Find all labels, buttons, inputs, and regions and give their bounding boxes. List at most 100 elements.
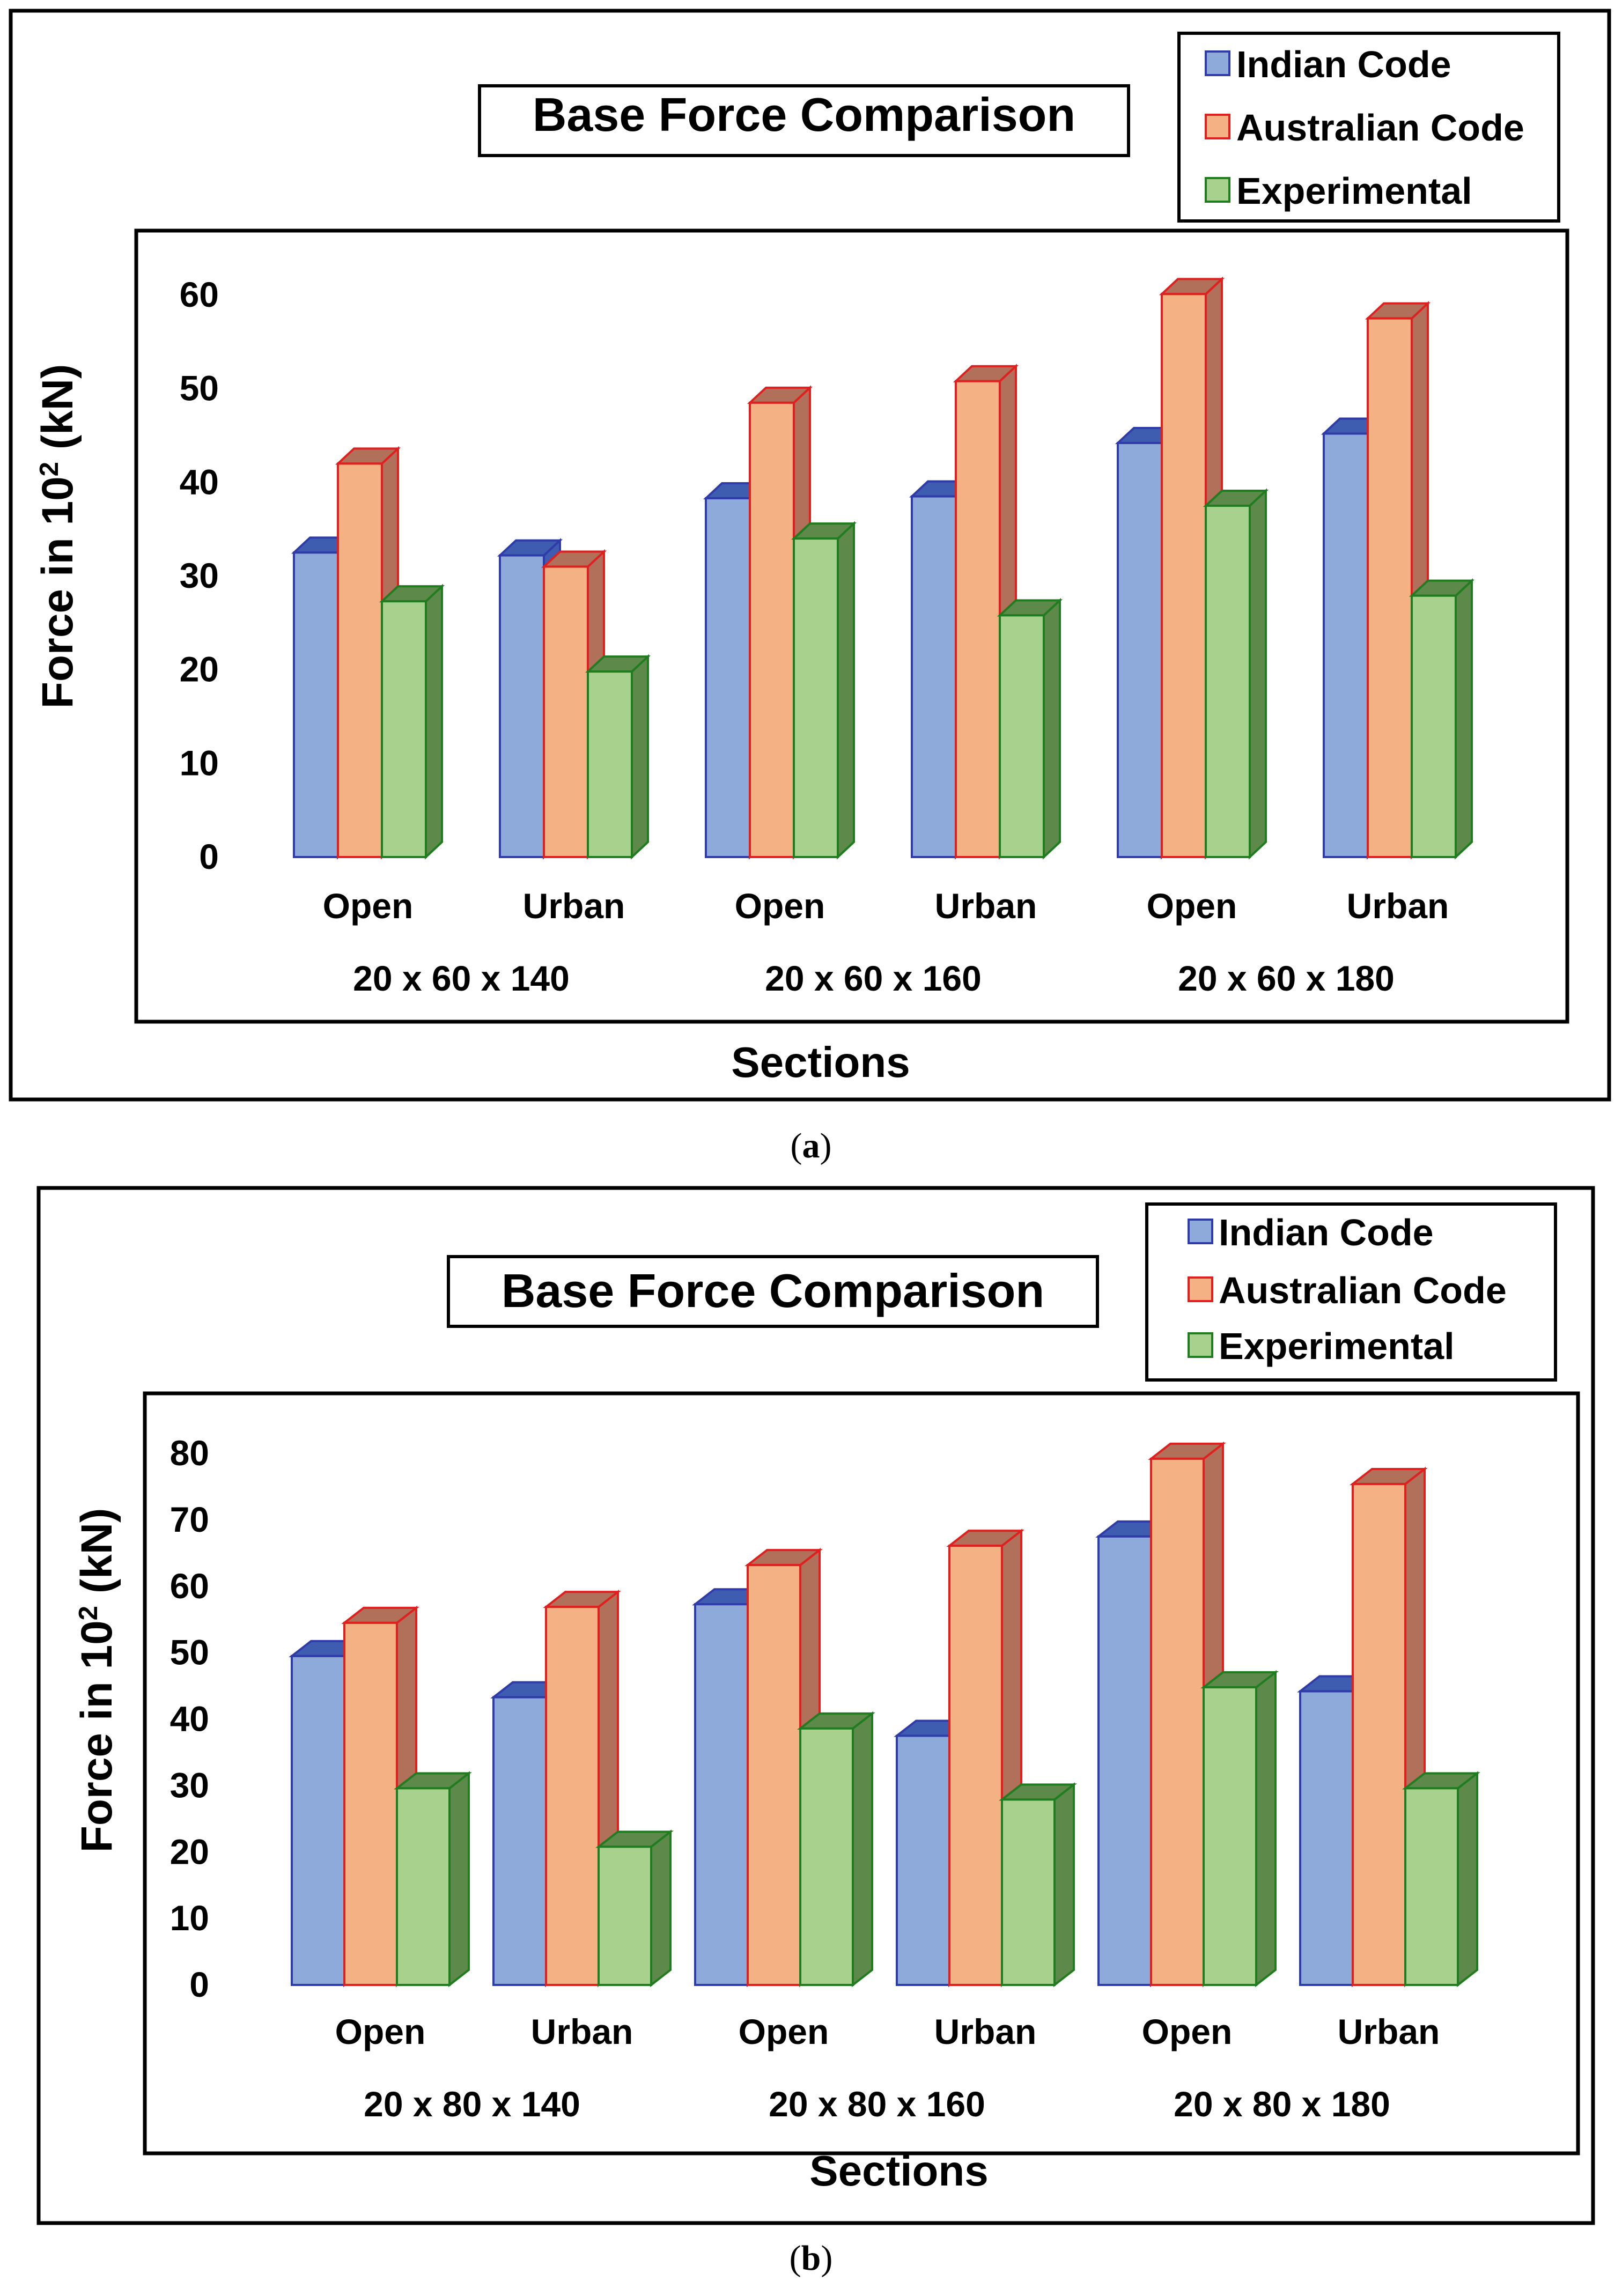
- chart-b-bar: [1200, 1670, 1279, 1988]
- chart-b-y-tick-label: 0: [189, 1965, 209, 2004]
- chart-b-y-tick-label: 60: [170, 1566, 209, 1606]
- chart-b-bar-side: [448, 1771, 470, 1988]
- chart-b-group-label: 20 x 80 x 160: [769, 2084, 985, 2124]
- chart-a-bar-front: [543, 565, 589, 858]
- chart-b-bar-front: [747, 1564, 801, 1987]
- chart-b-bar-front: [1150, 1457, 1205, 1986]
- chart-a-y-tick-label: 40: [180, 462, 219, 501]
- chart-b-category-label: Open: [335, 2012, 426, 2051]
- chart-a-legend-swatch-3: [1205, 177, 1230, 203]
- chart-b-legend-swatch-1: [1188, 1219, 1213, 1244]
- chart-a-legend-label-1: Indian Code: [1236, 43, 1451, 85]
- chart-b-legend-label-2: Australian Code: [1219, 1269, 1507, 1311]
- chart-b-caption: (b): [790, 2239, 833, 2278]
- chart-b-bar-side: [650, 1829, 672, 1988]
- chart-a-category-label: Open: [323, 886, 414, 926]
- chart-b-bar-side: [1457, 1771, 1478, 1988]
- chart-a-y-axis-title-main: Force in 10: [33, 476, 82, 708]
- chart-b-bar: [595, 1829, 674, 1988]
- chart-a-bar: [791, 521, 857, 860]
- chart-b-bar-front: [1352, 1482, 1406, 1986]
- chart-b-y-axis-title-unit: (kN): [72, 1508, 121, 1606]
- chart-a-bar-front: [337, 462, 383, 858]
- chart-b-category-label: Open: [1142, 2012, 1233, 2051]
- chart-b-bar-front: [545, 1606, 600, 1987]
- chart-a-bar-front: [587, 670, 633, 859]
- chart-b-bar-front: [492, 1696, 547, 1987]
- chart-b-legend: [1145, 1202, 1557, 1382]
- chart-a-bar-front: [1117, 441, 1163, 858]
- chart-a-y-tick-label: 30: [180, 556, 219, 595]
- chart-a-group-label: 20 x 60 x 140: [353, 958, 570, 998]
- chart-a-legend-label-2: Australian Code: [1236, 107, 1524, 149]
- chart-a-bar-front: [499, 554, 545, 859]
- chart-b-bar-side: [1255, 1670, 1277, 1988]
- chart-a-category-label: Urban: [1347, 886, 1449, 926]
- chart-a-bar-front: [1323, 432, 1369, 858]
- chart-a-legend-swatch-2: [1205, 114, 1230, 139]
- chart-b-y-axis-title: Force in 102 (kN): [72, 1508, 121, 1853]
- chart-b-bar-front: [1001, 1798, 1056, 1986]
- chart-a-caption-open: (: [791, 1126, 802, 1165]
- chart-a-bar-side: [425, 584, 443, 860]
- chart-a-bar: [379, 584, 445, 860]
- chart-a-caption: (a): [791, 1126, 832, 1165]
- chart-b-y-tick-label: 30: [170, 1765, 209, 1805]
- chart-b-title-box: [447, 1255, 1099, 1328]
- chart-a-legend-label-3: Experimental: [1236, 170, 1472, 212]
- chart-b-bar-front: [1299, 1690, 1354, 1986]
- chart-a-bar-front: [293, 551, 339, 859]
- chart-a-bar-side: [1043, 597, 1061, 860]
- chart-a-y-tick-label: 0: [199, 837, 219, 876]
- chart-a-bar-side: [1249, 488, 1267, 860]
- chart-b-category-label: Urban: [934, 2012, 1037, 2051]
- chart-b-legend-swatch-3: [1188, 1332, 1213, 1358]
- chart-b-bar-front: [291, 1655, 345, 1987]
- chart-b-group-label: 20 x 80 x 180: [1174, 2084, 1390, 2124]
- chart-b-y-tick-label: 70: [170, 1500, 209, 1539]
- chart-a-bar-front: [911, 495, 957, 858]
- chart-a-y-tick-label: 10: [180, 743, 219, 782]
- chart-b-caption-close: ): [821, 2239, 832, 2278]
- chart-b-bar-front: [1097, 1535, 1152, 1986]
- chart-a-category-label: Open: [1147, 886, 1237, 926]
- chart-b-y-tick-label: 10: [170, 1898, 209, 1938]
- chart-a-bar-side: [1455, 578, 1473, 860]
- chart-a-bar-front: [705, 497, 751, 858]
- chart-b-y-tick-label: 20: [170, 1832, 209, 1871]
- chart-b-category-label: Urban: [531, 2012, 633, 2051]
- chart-a-y-tick-label: 50: [180, 368, 219, 408]
- chart-b-y-tick-label: 50: [170, 1633, 209, 1672]
- chart-a-category-label: Urban: [523, 886, 625, 926]
- chart-b-title: Base Force Comparison: [502, 1264, 1044, 1317]
- chart-b-caption-letter: b: [801, 2239, 821, 2278]
- chart-b-legend-label-1: Indian Code: [1219, 1212, 1434, 1253]
- chart-a-bar-front: [793, 537, 839, 858]
- chart-b-y-tick-label: 80: [170, 1433, 209, 1473]
- chart-b-legend-swatch-2: [1188, 1276, 1213, 1302]
- chart-a-bar-front: [955, 380, 1001, 858]
- chart-a-bar-side: [631, 654, 649, 860]
- chart-a-bar-side: [837, 521, 855, 860]
- chart-b-category-label: Open: [739, 2012, 829, 2051]
- chart-b-y-axis-title-sup: 2: [73, 1606, 103, 1620]
- chart-a-bar-front: [381, 600, 427, 859]
- chart-b-bar: [797, 1711, 875, 1988]
- chart-a-bar-front: [999, 614, 1045, 858]
- chart-a-bar-front: [1161, 293, 1207, 859]
- chart-a-y-axis-title: Force in 102 (kN): [33, 364, 82, 709]
- chart-b-bar-front: [896, 1734, 950, 1986]
- chart-a-bar: [1409, 578, 1475, 860]
- chart-b-bar-front: [694, 1603, 749, 1987]
- chart-a-x-axis-title: Sections: [731, 1038, 910, 1086]
- chart-b-group-label: 20 x 80 x 140: [364, 2084, 580, 2124]
- chart-b-legend-label-3: Experimental: [1219, 1325, 1455, 1367]
- chart-a-caption-letter: a: [802, 1126, 820, 1165]
- chart-a-y-axis-title-unit: (kN): [33, 364, 82, 462]
- chart-a-legend: [1177, 32, 1560, 223]
- chart-b-bar-side: [1053, 1782, 1075, 1988]
- chart-a-caption-close: ): [820, 1126, 832, 1165]
- chart-b-caption-open: (: [790, 2239, 801, 2278]
- chart-b-bar-front: [1203, 1686, 1257, 1987]
